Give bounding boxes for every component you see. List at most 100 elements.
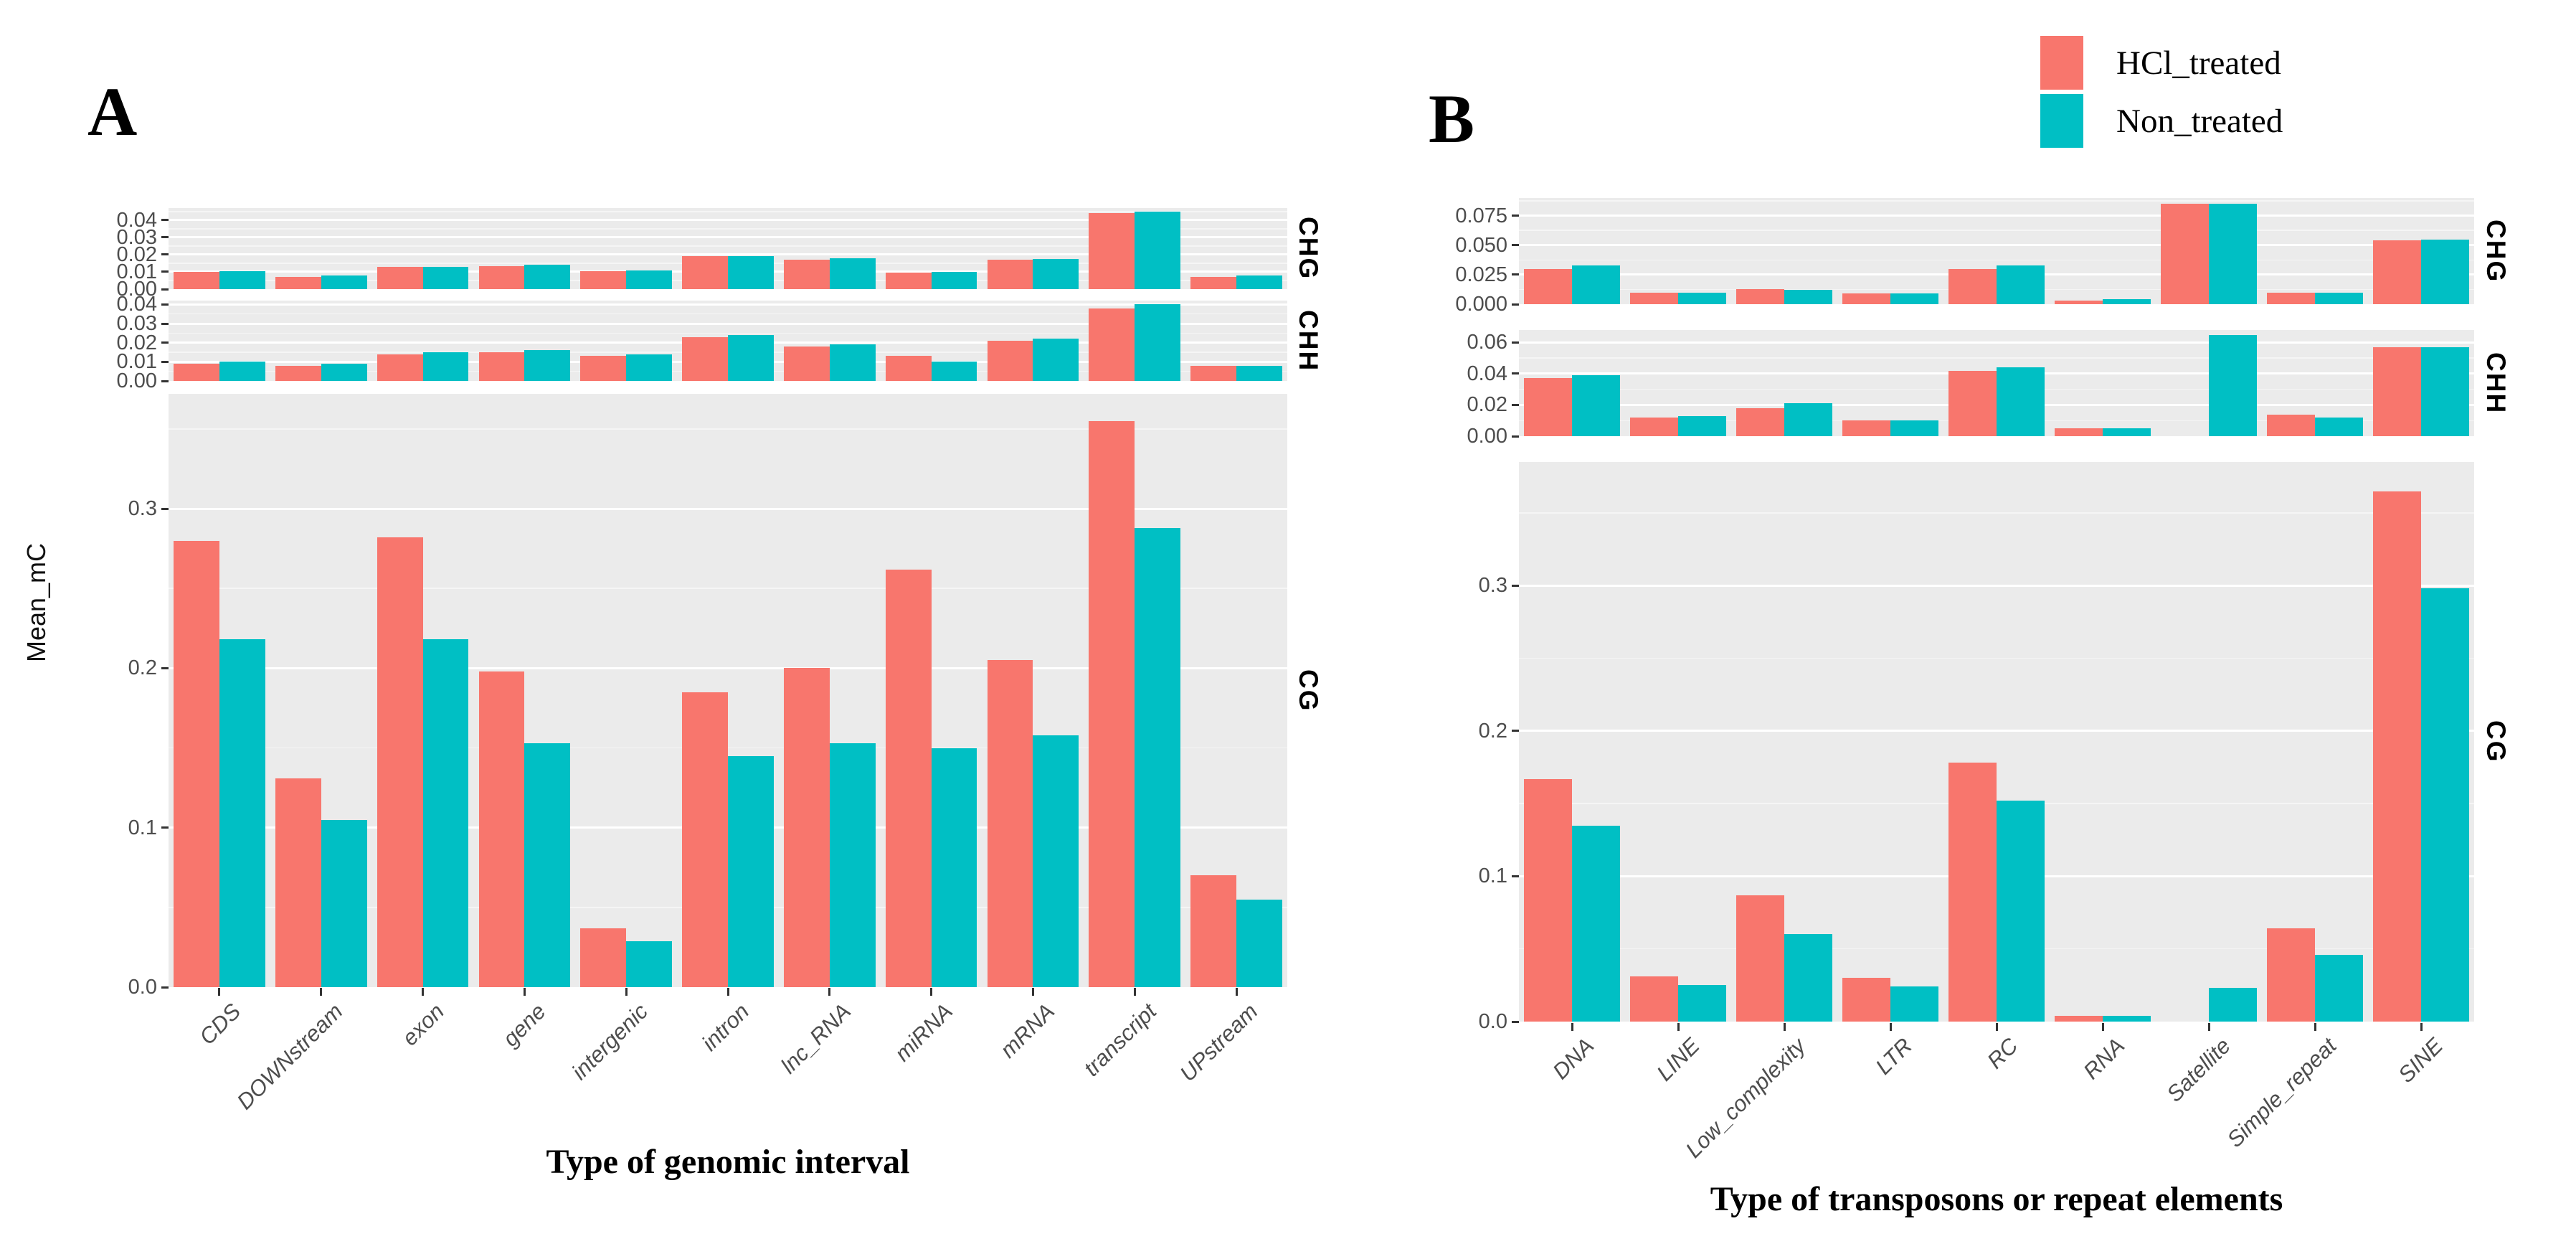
bar-Non_treated-miRNA xyxy=(931,362,977,381)
y-tick-label: 0.01 xyxy=(116,350,157,374)
bar-Non_treated-lnc_RNA xyxy=(829,258,876,289)
facet-strip-label: CG xyxy=(1294,669,1323,712)
x-tick-mark xyxy=(930,988,933,996)
bar-Non_treated-intron xyxy=(728,335,774,381)
bar-HCl_treated-LINE xyxy=(1630,417,1678,436)
bar-HCl_treated-gene xyxy=(478,265,525,289)
facet-strip-label: CHH xyxy=(1294,309,1323,372)
bar-Non_treated-LTR xyxy=(1890,986,1938,1022)
bar-Non_treated-lnc_RNA xyxy=(829,743,876,987)
bar-HCl_treated-lnc_RNA xyxy=(784,668,830,987)
y-tick-mark xyxy=(1512,372,1519,375)
major-gridline xyxy=(1519,584,2474,587)
bar-HCl_treated-RNA xyxy=(2055,1015,2103,1022)
minor-gridline xyxy=(1519,259,2474,261)
major-gridline xyxy=(1519,341,2474,344)
y-tick-mark xyxy=(1512,303,1519,306)
x-category-label-text: DOWNstream xyxy=(232,999,348,1115)
bar-HCl_treated-RC xyxy=(1948,268,1997,304)
y-tick-label: 0.00 xyxy=(116,278,157,301)
facet-strip-CHH: CHH xyxy=(2476,330,2516,436)
y-tick-label: 0.02 xyxy=(116,242,157,266)
y-tick-mark xyxy=(161,341,169,344)
panel-b-letter: B xyxy=(1429,80,1475,157)
bar-Non_treated-DOWNstream xyxy=(321,819,367,987)
bar-Non_treated-CDS xyxy=(219,639,265,987)
bar-HCl_treated-transcript xyxy=(1089,213,1135,289)
bar-Non_treated-UPstream xyxy=(1236,899,1282,987)
bar-HCl_treated-intergenic xyxy=(580,270,627,289)
x-tick-mark xyxy=(1133,988,1136,996)
x-category-label-text: RC xyxy=(1982,1033,2023,1074)
y-tick-label: 0.2 xyxy=(128,656,157,680)
x-category-label-text: intergenic xyxy=(567,999,653,1085)
bar-Non_treated-Satellite xyxy=(2209,204,2257,304)
bar-HCl_treated-lnc_RNA xyxy=(784,347,830,381)
bar-Non_treated-gene xyxy=(524,350,571,381)
bar-Non_treated-lnc_RNA xyxy=(829,344,876,381)
bar-Non_treated-LTR xyxy=(1890,420,1938,436)
bar-HCl_treated-LTR xyxy=(1842,293,1890,304)
bar-Non_treated-RC xyxy=(1997,265,2045,304)
x-category-label-text: CDS xyxy=(194,999,246,1050)
bar-HCl_treated-CDS xyxy=(174,364,219,381)
y-tick-mark xyxy=(161,219,169,222)
y-tick-mark xyxy=(161,507,169,510)
minor-gridline xyxy=(1519,200,2474,202)
major-gridline xyxy=(169,666,1287,669)
y-tick-label: 0.02 xyxy=(1467,393,1507,417)
bar-HCl_treated-mRNA xyxy=(987,260,1033,289)
bar-HCl_treated-DNA xyxy=(1524,268,1572,304)
bar-Non_treated-gene xyxy=(524,743,571,987)
bar-Non_treated-RNA xyxy=(2103,428,2151,436)
panel-a-x-axis-title: Type of genomic interval xyxy=(546,1143,910,1181)
bar-HCl_treated-Satellite xyxy=(2161,204,2209,304)
y-tick-mark xyxy=(161,380,169,382)
x-category-label-text: exon xyxy=(397,999,450,1051)
facet-strip-label: CG xyxy=(2481,720,2511,763)
minor-gridline xyxy=(1519,357,2474,359)
bar-HCl_treated-intergenic xyxy=(580,928,627,987)
bar-HCl_treated-intron xyxy=(682,336,728,381)
major-gridline xyxy=(1519,215,2474,217)
x-category-label-text: DNA xyxy=(1547,1033,1599,1085)
y-tick-label: 0.0 xyxy=(128,976,157,999)
bar-Non_treated-RNA xyxy=(2103,299,2151,304)
x-tick-mark xyxy=(726,988,729,996)
bar-Non_treated-SINE xyxy=(2421,347,2469,436)
bar-HCl_treated-UPstream xyxy=(1190,277,1237,289)
bar-Non_treated-intergenic xyxy=(626,941,672,987)
facet-strip-CHH: CHH xyxy=(1288,301,1328,381)
minor-gridline xyxy=(169,588,1287,589)
bar-Non_treated-mRNA xyxy=(1033,258,1079,289)
non-treated-swatch xyxy=(2040,94,2083,148)
y-tick-label: 0.075 xyxy=(1455,204,1507,227)
bar-HCl_treated-RNA xyxy=(2055,428,2103,436)
y-tick-mark xyxy=(161,826,169,829)
bar-HCl_treated-DOWNstream xyxy=(275,778,321,987)
x-tick-mark xyxy=(2420,1023,2423,1031)
bar-HCl_treated-gene xyxy=(478,352,525,381)
major-gridline xyxy=(169,507,1287,510)
bar-Non_treated-Low_complexity xyxy=(1784,934,1832,1022)
y-tick-label: 0.000 xyxy=(1455,293,1507,316)
bar-HCl_treated-DOWNstream xyxy=(275,365,321,381)
x-category-label-text: Simple_repeat xyxy=(2222,1033,2341,1153)
facet-strip-label: CHG xyxy=(1294,217,1323,281)
x-tick-mark xyxy=(1031,988,1034,996)
bar-Non_treated-mRNA xyxy=(1033,339,1079,381)
hcl-treated-swatch xyxy=(2040,36,2083,90)
facet-panel-A-CHG xyxy=(169,208,1287,289)
bar-HCl_treated-intron xyxy=(682,692,728,987)
bar-HCl_treated-lnc_RNA xyxy=(784,260,830,289)
bar-HCl_treated-RC xyxy=(1948,763,1997,1022)
y-tick-mark xyxy=(161,270,169,273)
y-tick-mark xyxy=(161,303,169,306)
facet-strip-CHG: CHG xyxy=(2476,198,2516,304)
bar-Non_treated-DNA xyxy=(1572,825,1620,1022)
y-tick-mark xyxy=(1512,273,1519,276)
bar-HCl_treated-exon xyxy=(377,537,423,987)
facet-strip-CHG: CHG xyxy=(1288,208,1328,289)
y-tick-label: 0.3 xyxy=(128,497,157,521)
bar-HCl_treated-Simple_repeat xyxy=(2267,414,2315,436)
